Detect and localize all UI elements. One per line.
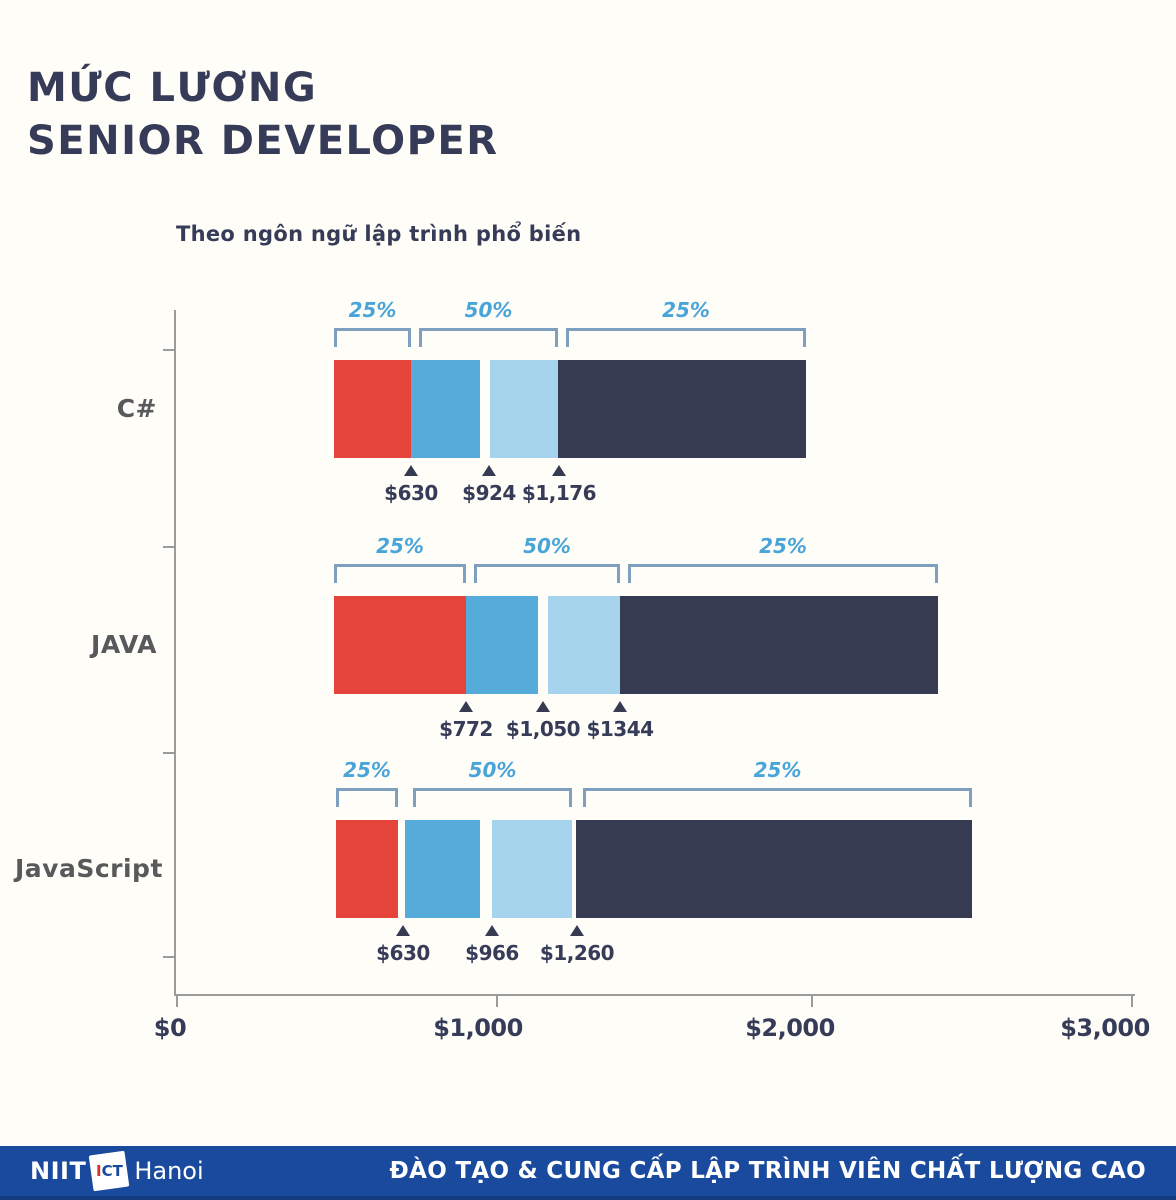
bracket-label: 25% xyxy=(376,534,424,558)
x-axis-label-2000: $2,000 xyxy=(745,1014,835,1042)
value-marker-icon xyxy=(485,925,499,936)
y-axis-line xyxy=(174,310,176,996)
value-marker-icon xyxy=(482,465,496,476)
brand-niit-text: NIIT xyxy=(30,1157,87,1185)
segment-q3 xyxy=(490,360,558,458)
value-label: $1,260 xyxy=(539,941,615,965)
segment-q2 xyxy=(405,820,480,918)
bracket-label: 25% xyxy=(662,298,710,322)
quartile-bracket xyxy=(413,788,572,807)
value-label: $966 xyxy=(465,941,519,965)
value-label: $1344 xyxy=(586,717,654,741)
value-marker-icon xyxy=(459,701,473,712)
segment-q1 xyxy=(334,596,466,694)
category-label: JAVA xyxy=(91,630,157,659)
bracket-label: 50% xyxy=(523,534,571,558)
bracket-label: 25% xyxy=(348,298,397,322)
footer-tagline: ĐÀO TẠO & CUNG CẤP LẬP TRÌNH VIÊN CHẤT L… xyxy=(389,1158,1146,1184)
bracket-label: 50% xyxy=(468,758,517,782)
x-axis-line xyxy=(175,994,1135,996)
value-label: $924 xyxy=(462,481,516,505)
brand-logo: NIIT ICT Hanoi xyxy=(30,1150,204,1192)
bracket-label: 25% xyxy=(343,758,391,782)
quartile-bracket xyxy=(566,328,806,347)
value-label: $1,050 xyxy=(505,717,581,741)
quartile-bracket xyxy=(334,564,466,583)
x-axis-label-3000: $3,000 xyxy=(1060,1014,1150,1042)
brand-ict-ct: CT xyxy=(101,1162,123,1180)
value-marker-icon xyxy=(536,701,550,712)
segment-q1 xyxy=(336,820,398,918)
quartile-bracket xyxy=(583,788,972,807)
bracket-label: 25% xyxy=(753,758,802,782)
chart-subtitle: Theo ngôn ngữ lập trình phổ biến xyxy=(176,222,582,246)
value-marker-icon xyxy=(404,465,418,476)
segment-q4 xyxy=(558,360,806,458)
quartile-bracket xyxy=(334,328,411,347)
page-title: MỨC LƯƠNG SENIOR DEVELOPER xyxy=(27,62,499,168)
value-marker-icon xyxy=(570,925,584,936)
brand-city-text: Hanoi xyxy=(134,1157,204,1185)
segment-q2 xyxy=(466,596,538,694)
y-axis-tick xyxy=(163,349,175,351)
x-axis-label-0: $0 xyxy=(153,1014,187,1042)
value-marker-icon xyxy=(552,465,566,476)
y-axis-tick xyxy=(163,956,175,958)
segment-q3 xyxy=(492,820,572,918)
segment-q4 xyxy=(576,820,972,918)
value-label: $630 xyxy=(376,941,430,965)
value-marker-icon xyxy=(613,701,627,712)
category-label: JavaScript xyxy=(15,854,163,883)
quartile-bracket xyxy=(419,328,558,347)
bracket-label: 50% xyxy=(464,298,513,322)
footer-bar: NIIT ICT Hanoi ĐÀO TẠO & CUNG CẤP LẬP TR… xyxy=(0,1146,1176,1200)
segment-q4 xyxy=(620,596,938,694)
value-label: $772 xyxy=(439,717,493,741)
quartile-bracket xyxy=(628,564,938,583)
category-label: C# xyxy=(116,394,157,423)
page-title-line2: SENIOR DEVELOPER xyxy=(27,118,499,164)
segment-q2 xyxy=(411,360,480,458)
quartile-bracket xyxy=(474,564,620,583)
value-marker-icon xyxy=(396,925,410,936)
niit-ict-logo-icon: ICT xyxy=(88,1150,130,1192)
x-axis-tick xyxy=(176,995,178,1007)
y-axis-tick xyxy=(163,546,175,548)
x-axis-label-1000: $1,000 xyxy=(433,1014,523,1042)
segment-q3 xyxy=(548,596,620,694)
x-axis-tick xyxy=(1131,995,1133,1007)
value-label: $1,176 xyxy=(521,481,597,505)
quartile-bracket xyxy=(336,788,398,807)
bracket-label: 25% xyxy=(759,534,807,558)
y-axis-tick xyxy=(163,752,175,754)
x-axis-tick xyxy=(496,995,498,1007)
x-axis-tick xyxy=(811,995,813,1007)
segment-q1 xyxy=(334,360,411,458)
value-label: $630 xyxy=(384,481,438,505)
page-title-line1: MỨC LƯƠNG xyxy=(27,65,318,111)
